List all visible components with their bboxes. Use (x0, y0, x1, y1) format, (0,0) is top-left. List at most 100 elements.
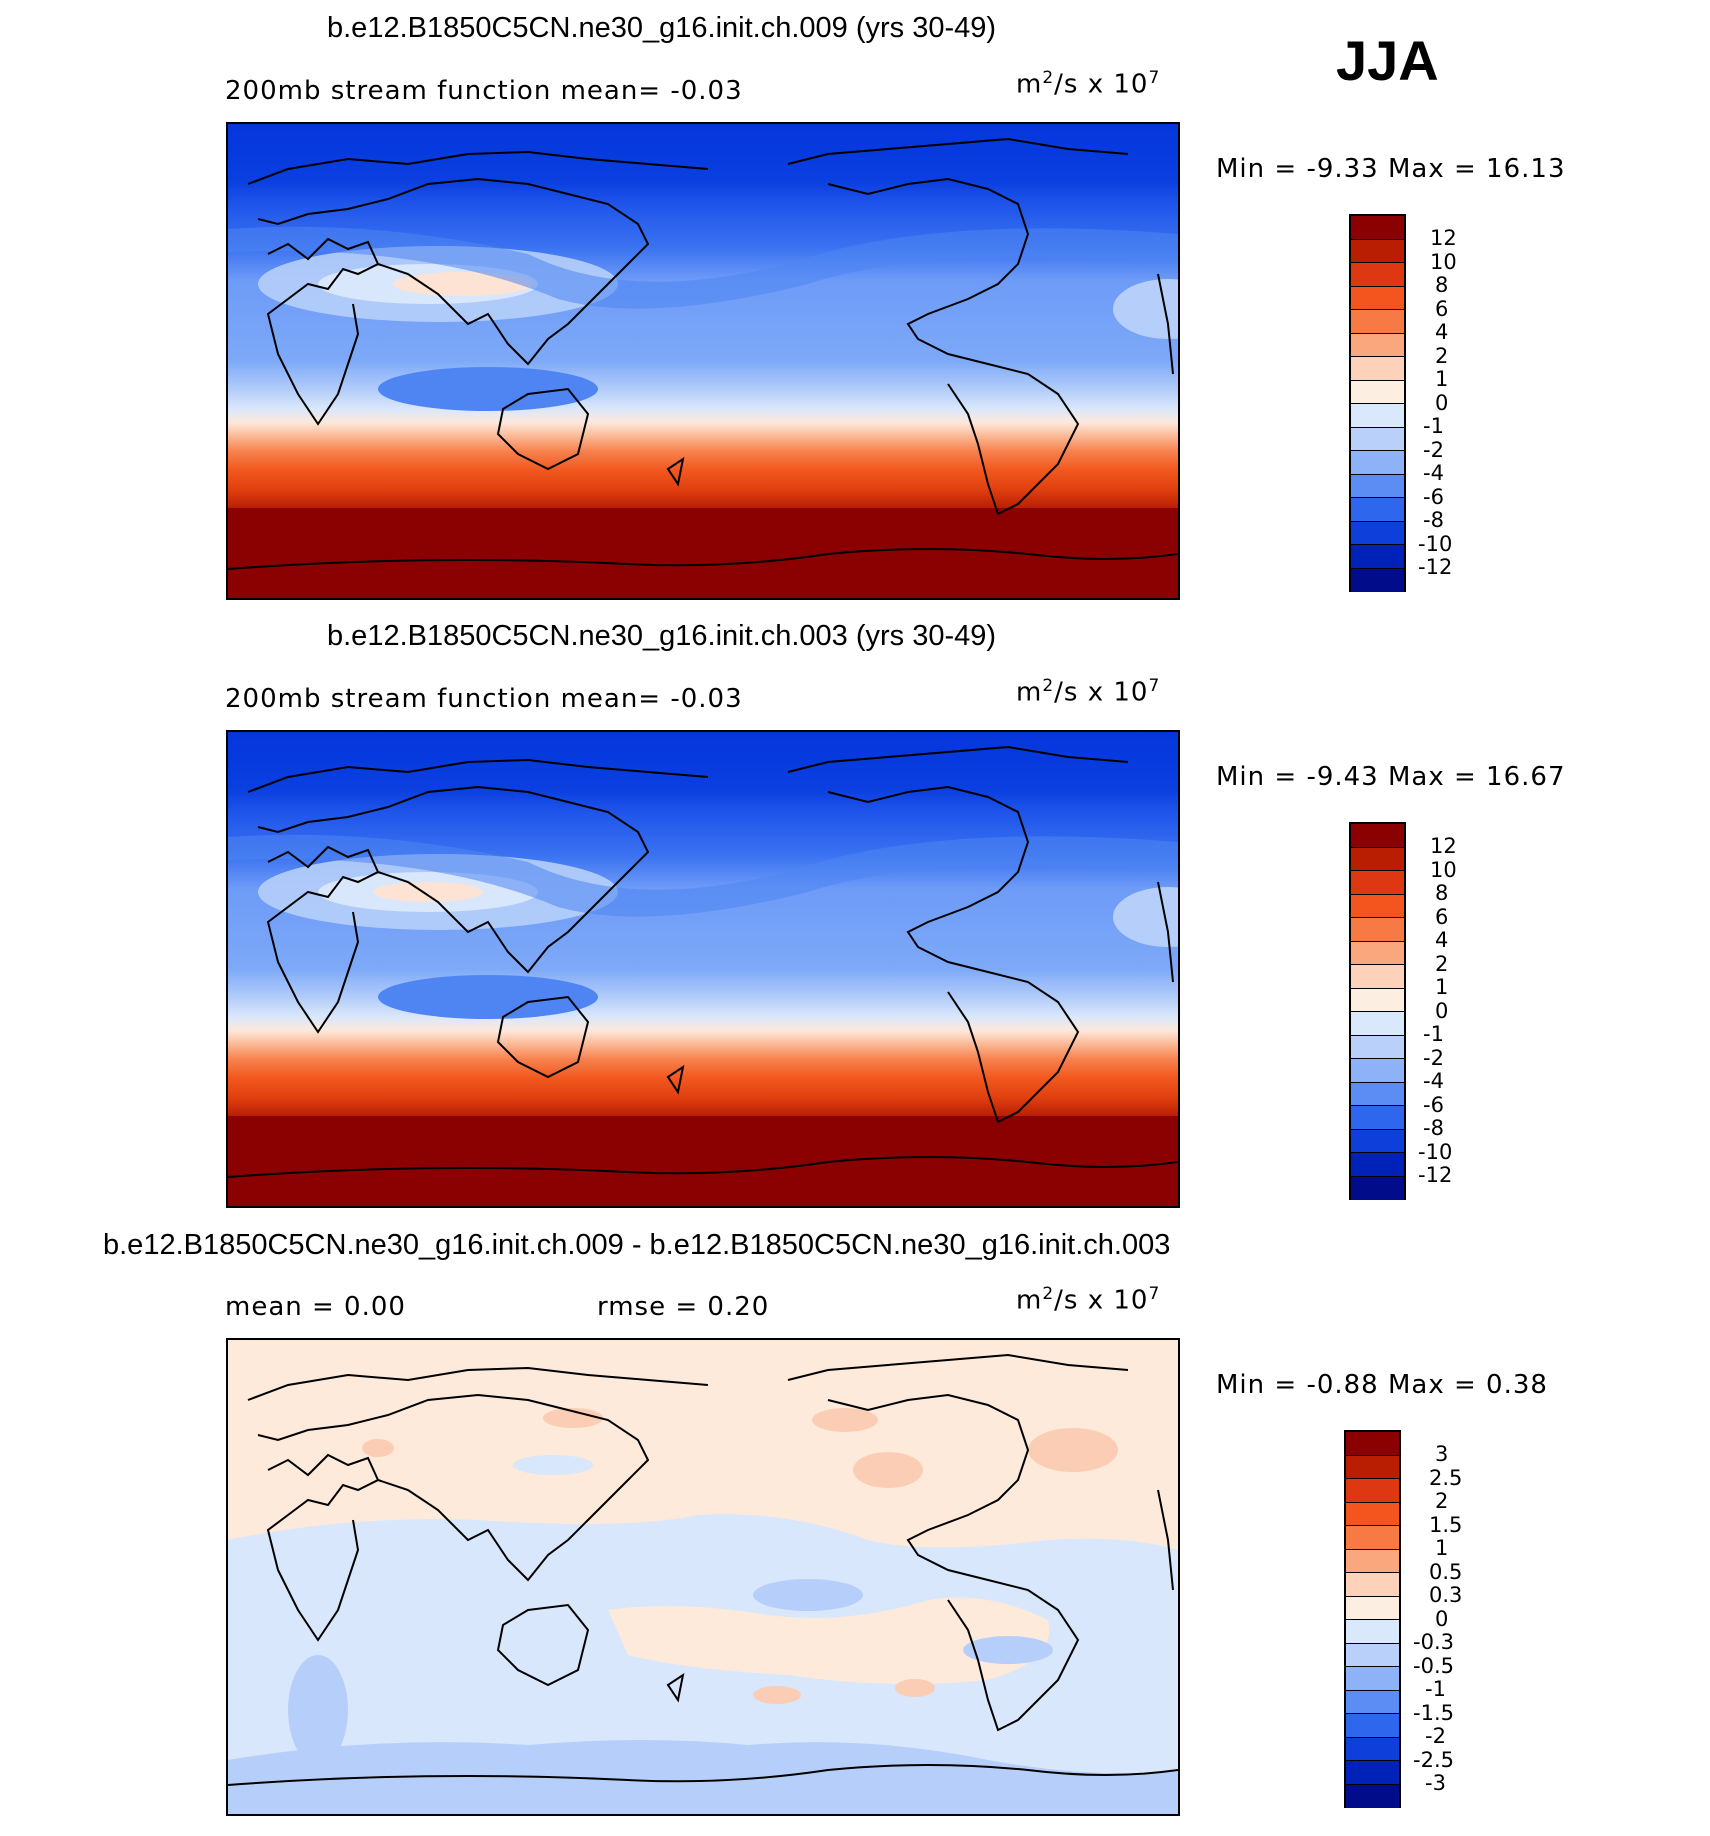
panel2-map-svg (228, 732, 1178, 1206)
panel1-units: m2/s x 107 (1016, 68, 1161, 100)
panel3-rmse-label: rmse = 0.20 (597, 1292, 770, 1322)
panel2-colorbar (1349, 822, 1406, 1200)
colorbar-segment (1351, 451, 1404, 475)
colorbar-segment (1351, 216, 1404, 240)
colorbar-segment (1346, 1455, 1399, 1479)
colorbar-segment (1351, 545, 1404, 569)
colorbar-segment (1346, 1690, 1399, 1714)
cb2-label: 10 (1430, 857, 1457, 882)
cb2-label: 1 (1435, 975, 1449, 999)
colorbar-segment (1351, 1153, 1404, 1177)
colorbar-segment (1346, 1643, 1399, 1667)
cb2-label: 0 (1435, 998, 1449, 1023)
panel1-title: b.e12.B1850C5CN.ne30_g16.init.ch.009 (yr… (327, 12, 997, 44)
colorbar-segment (1346, 1714, 1399, 1738)
cb1-label: -6 (1423, 484, 1444, 509)
cb3-label: 0.3 (1429, 1583, 1463, 1607)
cb3-label: -0.5 (1413, 1653, 1454, 1678)
cb2-label: -1 (1423, 1022, 1444, 1046)
cb3-label: 0.5 (1429, 1559, 1463, 1584)
colorbar-segment (1351, 1012, 1404, 1036)
cb2-label: 2 (1435, 951, 1449, 976)
cb2-label: 12 (1430, 834, 1457, 858)
colorbar-segment (1351, 380, 1404, 404)
cb2-label: 4 (1435, 928, 1449, 952)
colorbar-segment (1351, 871, 1404, 895)
panel3-mean-label: mean = 0.00 (225, 1292, 406, 1322)
colorbar-segment (1346, 1526, 1399, 1550)
cb3-label: 3 (1435, 1442, 1449, 1466)
panel1-left-label: 200mb stream function mean= -0.03 (225, 76, 743, 106)
cb3-label: 1.5 (1429, 1512, 1463, 1537)
cb1-label: 10 (1430, 249, 1457, 274)
colorbar-segment (1351, 1059, 1404, 1083)
panel2-minmax: Min = -9.43 Max = 16.67 (1216, 762, 1566, 792)
cb1-label: -4 (1423, 461, 1444, 485)
colorbar-segment (1351, 286, 1404, 310)
cb3-label: 1 (1435, 1536, 1449, 1560)
colorbar-segment (1346, 1502, 1399, 1526)
colorbar-segment (1351, 988, 1404, 1012)
colorbar-segment (1351, 239, 1404, 263)
colorbar-segment (1351, 847, 1404, 871)
panel3-colorbar-segments (1346, 1432, 1399, 1808)
colorbar-segment (1351, 357, 1404, 381)
colorbar-segment (1351, 521, 1404, 545)
cb3-label: -1 (1425, 1677, 1446, 1701)
cb3-label: -3 (1425, 1771, 1446, 1795)
colorbar-segment (1346, 1737, 1399, 1761)
panel1-colorbar-segments (1351, 216, 1404, 592)
cb1-label: 4 (1435, 320, 1449, 344)
colorbar-segment (1351, 1106, 1404, 1130)
colorbar-segment (1351, 1176, 1404, 1200)
cb1-label: -10 (1418, 531, 1453, 556)
cb1-label: -2 (1423, 437, 1444, 462)
panel2-title: b.e12.B1850C5CN.ne30_g16.init.ch.003 (yr… (327, 620, 997, 652)
colorbar-segment (1346, 1479, 1399, 1503)
panel3-map-svg (228, 1340, 1178, 1814)
cb1-label: -1 (1423, 414, 1444, 438)
colorbar-segment (1351, 1035, 1404, 1059)
cb2-label: -4 (1423, 1069, 1444, 1093)
cb3-label: -2.5 (1413, 1747, 1454, 1772)
cb3-label: -2 (1425, 1724, 1446, 1748)
colorbar-segment (1351, 404, 1404, 428)
colorbar-segment (1346, 1761, 1399, 1785)
panel1-map-svg (228, 124, 1178, 598)
cb3-label: 2.5 (1429, 1465, 1463, 1490)
colorbar-segment (1351, 1129, 1404, 1153)
cb3-label: -1.5 (1413, 1700, 1454, 1725)
colorbar-segment (1351, 965, 1404, 989)
panel1-map (226, 122, 1180, 600)
colorbar-segment (1351, 333, 1404, 357)
colorbar-segment (1351, 941, 1404, 965)
cb2-label: -8 (1423, 1116, 1444, 1140)
season-label: JJA (1336, 29, 1439, 92)
colorbar-segment (1346, 1620, 1399, 1644)
colorbar-segment (1351, 894, 1404, 918)
cb3-label: 2 (1435, 1489, 1449, 1513)
colorbar-segment (1351, 310, 1404, 334)
cb2-label: 8 (1435, 881, 1449, 905)
cb1-label: 6 (1435, 296, 1449, 321)
colorbar-segment (1351, 474, 1404, 498)
colorbar-segment (1346, 1432, 1399, 1456)
colorbar-segment (1351, 498, 1404, 522)
cb3-label: -0.3 (1413, 1630, 1454, 1654)
cb1-label: -12 (1418, 555, 1453, 579)
panel1-minmax: Min = -9.33 Max = 16.13 (1216, 154, 1566, 184)
panel3-title: b.e12.B1850C5CN.ne30_g16.init.ch.009 - b… (103, 1229, 1171, 1261)
cb1-label: 0 (1435, 390, 1449, 415)
cb1-label: -8 (1423, 508, 1444, 532)
cb2-label: -2 (1423, 1045, 1444, 1070)
panel3-map (226, 1338, 1180, 1816)
panel2-map (226, 730, 1180, 1208)
cb2-label: -10 (1418, 1139, 1453, 1164)
colorbar-segment (1351, 427, 1404, 451)
colorbar-segment (1346, 1549, 1399, 1573)
colorbar-segment (1351, 918, 1404, 942)
colorbar-segment (1351, 568, 1404, 592)
panel2-units: m2/s x 107 (1016, 676, 1161, 708)
panel2-left-label: 200mb stream function mean= -0.03 (225, 684, 743, 714)
cb2-label: -12 (1418, 1163, 1453, 1187)
